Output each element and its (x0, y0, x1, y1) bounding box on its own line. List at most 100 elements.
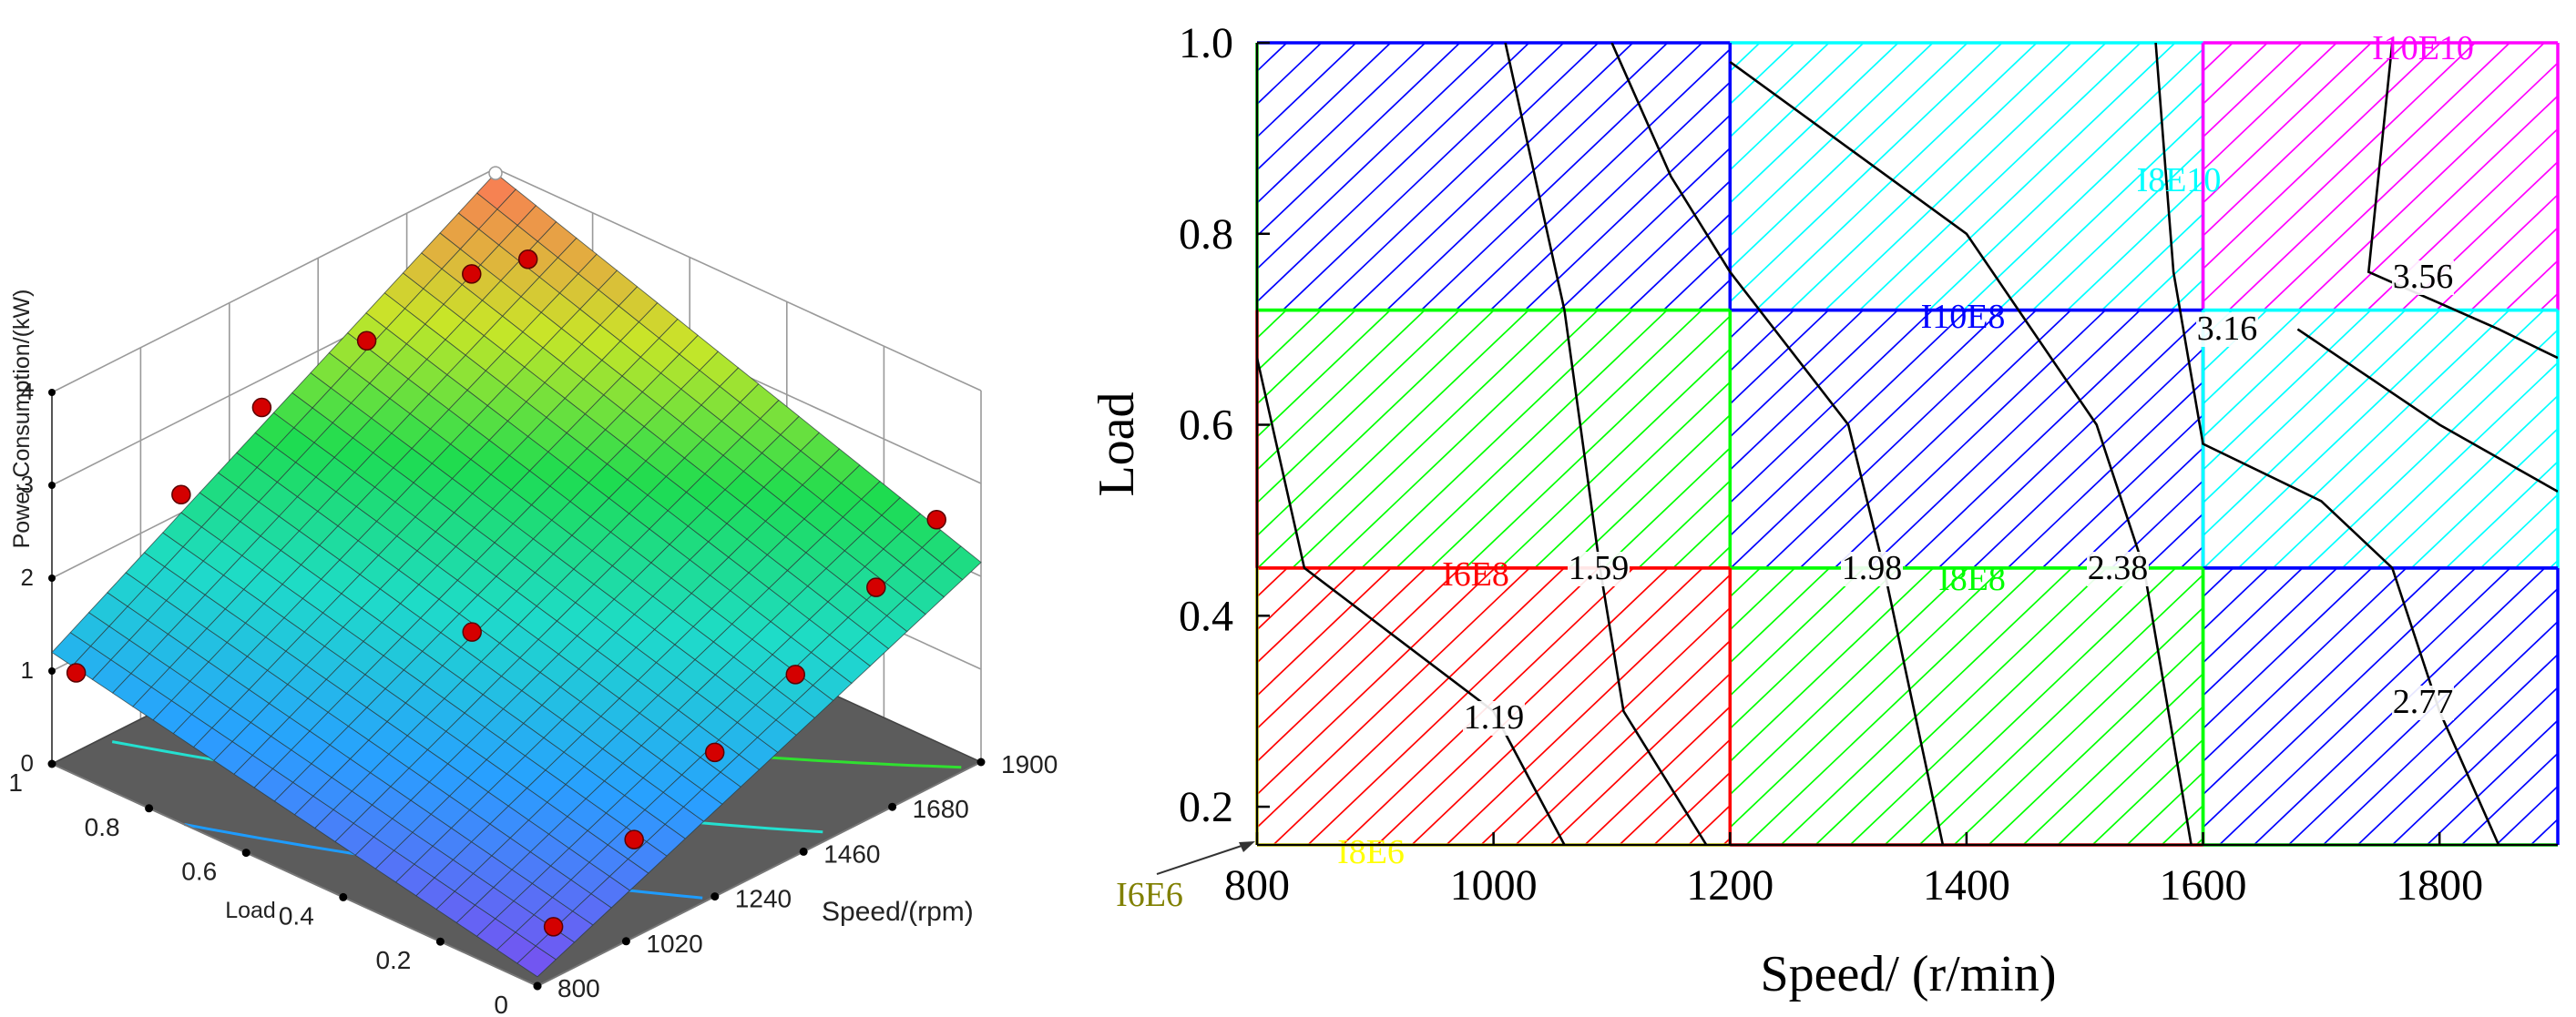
hatch-line (1257, 310, 1460, 504)
y-axis-title: Load (225, 898, 276, 923)
hatch-line (1780, 567, 2073, 845)
hatch-line (2041, 413, 2203, 568)
hatch-line (1730, 43, 2003, 303)
region-hatch (1257, 310, 1731, 568)
hatch-line (2332, 95, 2558, 310)
y-tick-mark (339, 892, 348, 901)
hatch-line (1834, 310, 2107, 568)
hatch-line (1489, 81, 1731, 310)
contour-label: 3.56 (2393, 258, 2454, 296)
hatch-line (1257, 567, 1496, 796)
hatch-line (1730, 310, 1899, 472)
hatch-line (1894, 43, 2176, 310)
hatch-line (2391, 686, 2558, 845)
hatch-line (1730, 43, 1968, 270)
region-background (2203, 567, 2558, 845)
hatch-line (1351, 43, 1634, 310)
hatch-line (2495, 785, 2558, 845)
hatch-line (1420, 43, 1703, 310)
mode-label-i8e8: I8E8 (1938, 560, 2006, 598)
hatch-line (2203, 310, 2476, 568)
hatch-line (1972, 348, 2203, 568)
hatch-line (2376, 394, 2558, 568)
hatch-line (1764, 310, 2038, 568)
hatch-line (1257, 567, 1461, 763)
hatch-line (1662, 246, 1731, 310)
hatch-line (1638, 480, 1731, 568)
y-tick-mark (435, 937, 445, 946)
contour-line (2296, 328, 2558, 493)
hatch-line (1257, 43, 1288, 73)
region-hatch (1730, 43, 2203, 310)
hatch-line (2057, 705, 2203, 845)
contour-label: 1.59 (1569, 549, 1630, 587)
hatch-line (1257, 567, 1357, 665)
contour-region-chart: 1.19 1.59 1.98 2.38 2.77 3.16 3.56 I10E10 I8E10 I… (1089, 19, 2576, 1002)
hatch-line (2203, 567, 2338, 697)
hatch-line (2203, 567, 2442, 796)
region-i8e8 (1730, 567, 2203, 845)
hatch-line (2436, 193, 2558, 310)
x-tick-label: 1900 (1001, 750, 1058, 778)
hatch-line (2126, 771, 2203, 845)
hatch-line (1257, 310, 1495, 537)
data-point (866, 577, 886, 597)
contour-label-bg (2392, 686, 2454, 720)
hatch-line (2218, 567, 2511, 845)
data-point (462, 622, 482, 642)
y-tick-label: 0.4 (279, 901, 314, 930)
z-tick-label: 0 (21, 749, 34, 777)
contour-label-bg (1841, 552, 1903, 586)
hatch-line (2067, 179, 2203, 310)
hatch-line (1628, 212, 1731, 310)
mode-label-i6e6: I6E6 (1116, 876, 1183, 914)
region-i10e8 (1257, 43, 1731, 310)
data-point (462, 264, 482, 284)
region-i10e8 (1730, 310, 2203, 568)
hatch-line (1730, 310, 1830, 405)
data-point (785, 665, 806, 685)
x-tick-label: 1680 (913, 795, 969, 823)
z-tick-mark (48, 667, 56, 675)
hatch-line (1257, 310, 1391, 439)
hatch-line (1849, 567, 2142, 845)
y-tick-label: 0.8 (1179, 210, 1233, 259)
hatch-line (1859, 43, 2142, 310)
hatch-line (1569, 413, 1731, 568)
y-tick-label: 0.8 (85, 813, 120, 841)
hatch-line (1430, 310, 1702, 568)
y-tick-mark (145, 804, 154, 813)
contour-line (1729, 60, 2193, 845)
hatch-line (1292, 310, 1564, 568)
hatch-line (1825, 43, 2107, 310)
region-hatch (2203, 310, 2558, 568)
hatch-line (1730, 43, 1795, 106)
hatch-line (2203, 43, 2441, 270)
hatch-line (2263, 43, 2545, 310)
hatch-line (2203, 43, 2372, 205)
region-i8e10 (1730, 43, 2203, 310)
hatch-line (2203, 310, 2407, 504)
side-wall-gridline (495, 168, 982, 392)
hatch-line (1257, 43, 1461, 238)
hatch-line (2203, 567, 2477, 829)
x-tick-label: 1800 (2396, 861, 2483, 910)
hatch-line (2101, 212, 2203, 310)
surface-corner-marker (488, 166, 503, 180)
hatch-line (1480, 606, 1731, 845)
hatch-line (2032, 147, 2203, 310)
contour-label: 1.98 (1842, 549, 1903, 587)
hatch-line (1257, 310, 1426, 472)
hatch-line (1257, 567, 1288, 598)
hatch-line (1672, 513, 1731, 568)
y-tick-label: 0.2 (375, 946, 411, 974)
hatch-line (2203, 43, 2407, 238)
surface-mesh (51, 172, 982, 978)
hatch-line (1603, 446, 1731, 568)
hatch-line (2203, 43, 2337, 171)
hatch-line (1998, 114, 2203, 310)
hatch-line (1730, 567, 1866, 697)
hatch-line (2565, 568, 2576, 845)
hatch-line (1584, 705, 1731, 845)
